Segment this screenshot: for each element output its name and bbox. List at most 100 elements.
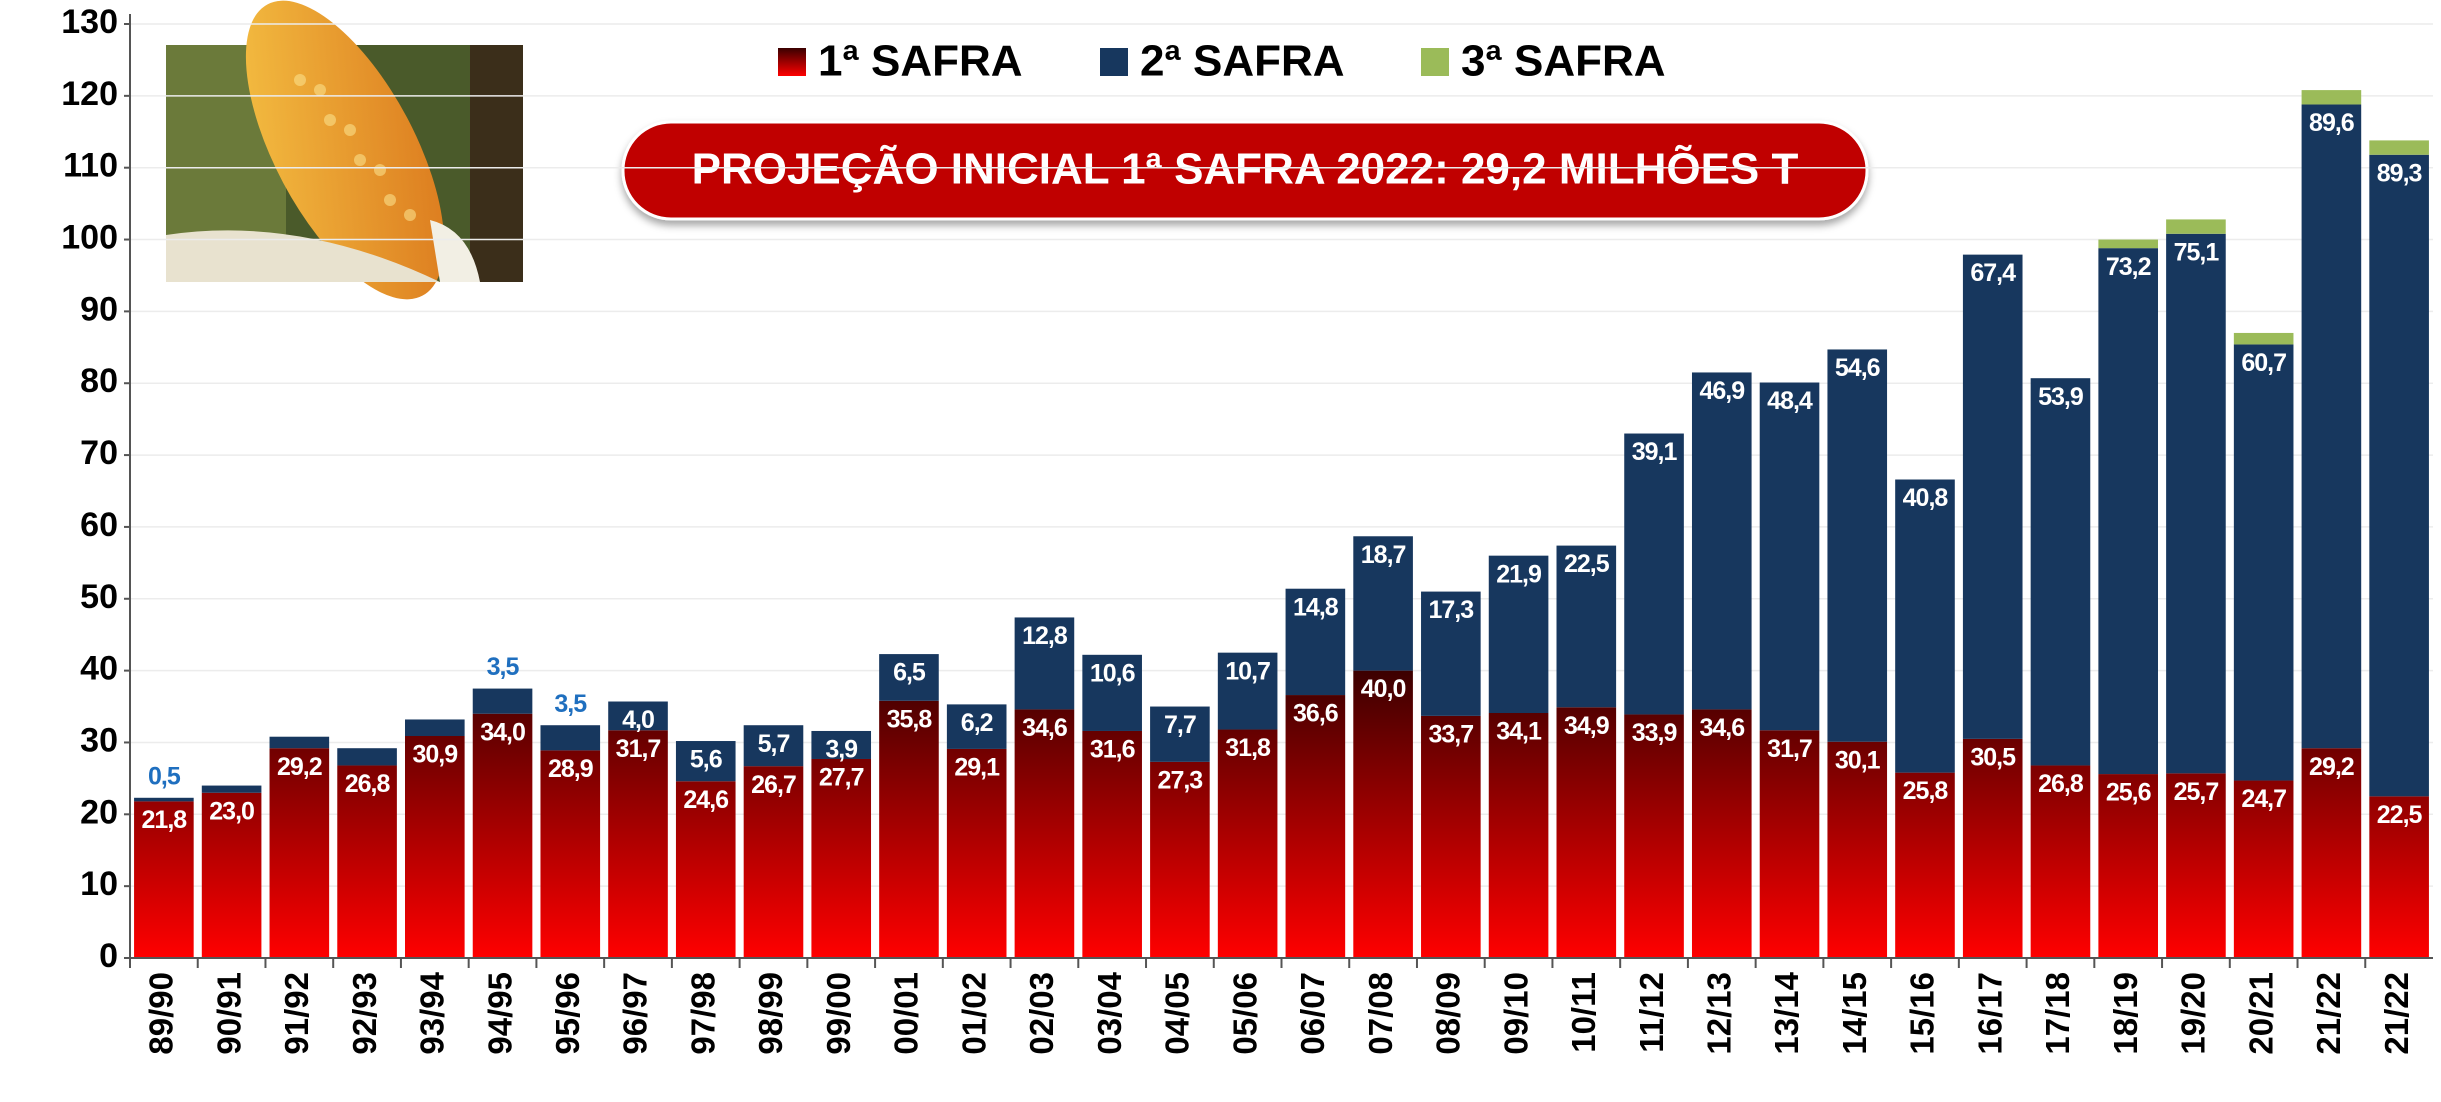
x-tick-label: 93/94 <box>414 971 451 1054</box>
bar-segment <box>1421 715 1481 958</box>
bar-segment <box>2301 748 2362 958</box>
value-label: 30,9 <box>412 741 457 769</box>
value-label: 26,8 <box>345 770 391 798</box>
bar-segment <box>472 713 533 958</box>
y-tick-label: 130 <box>61 3 118 41</box>
x-tick-label: 08/09 <box>1430 972 1467 1055</box>
value-label: 12,8 <box>1022 622 1068 650</box>
bar-segment <box>134 801 194 958</box>
bar-segment <box>1827 741 1888 958</box>
annotation: PROJEÇÃO INICIAL 1ª SAFRA 2022: 29,2 MIL… <box>692 144 1799 194</box>
y-tick-label: 100 <box>61 219 118 257</box>
bar-segment <box>1285 695 1346 958</box>
value-label: 73,2 <box>2106 253 2151 281</box>
bar-segment <box>1556 545 1617 708</box>
value-label: 21,9 <box>1496 560 1541 588</box>
x-tick-label: 16/17 <box>1971 972 2008 1055</box>
y-tick-label: 50 <box>80 578 118 616</box>
bar-segment <box>1759 382 1820 731</box>
value-label: 25,7 <box>2174 778 2219 806</box>
bar-segment <box>1082 730 1142 958</box>
bar-segment <box>540 750 601 958</box>
bar-segment <box>2166 233 2226 774</box>
value-label: 36,6 <box>1293 700 1338 728</box>
value-label: 3,5 <box>487 653 520 681</box>
x-tick-label: 04/05 <box>1159 972 1196 1055</box>
x-tick-label: 92/93 <box>346 972 383 1055</box>
x-tick-label: 90/91 <box>210 972 247 1055</box>
x-tick-label: 02/03 <box>1023 972 1060 1055</box>
value-label: 34,6 <box>1022 714 1067 742</box>
y-tick-label: 110 <box>63 147 118 185</box>
value-label: 60,7 <box>2241 349 2286 377</box>
value-label: 27,3 <box>1158 766 1203 794</box>
bar-segment <box>1353 670 1413 958</box>
x-tick-label: 96/97 <box>617 972 654 1055</box>
y-tick-label: 30 <box>80 721 118 759</box>
y-tick-label: 40 <box>80 650 118 688</box>
value-label: 30,1 <box>1835 746 1881 774</box>
bar-segment <box>1759 730 1820 958</box>
value-label: 3,5 <box>554 690 587 718</box>
value-label: 54,6 <box>1835 354 1880 382</box>
x-tick-label: 98/99 <box>752 972 789 1055</box>
bar-segment <box>811 758 872 958</box>
x-tick-label: 21/22 <box>2310 972 2347 1055</box>
x-tick-label: 14/15 <box>1836 972 1873 1055</box>
value-label: 34,9 <box>1564 712 1609 740</box>
bar-segment <box>879 700 939 958</box>
bar-segment <box>675 741 736 782</box>
bar-segment <box>1624 433 1684 715</box>
bar-segment <box>1691 709 1752 958</box>
x-tick-label: 00/01 <box>888 972 925 1055</box>
bar-segment <box>134 797 194 802</box>
value-label: 29,1 <box>954 754 1000 782</box>
x-tick-label: 17/18 <box>2039 972 2076 1055</box>
value-label: 30,5 <box>1970 743 2016 771</box>
bar-segment <box>1827 349 1888 742</box>
x-tick-label: 12/13 <box>1700 972 1737 1055</box>
bar-segment <box>269 748 330 958</box>
legend-label: 2ª SAFRA <box>1140 37 1345 86</box>
bar-segment <box>2098 239 2158 249</box>
value-label: 29,2 <box>277 753 322 781</box>
value-label: 40,0 <box>1361 675 1406 703</box>
bar-segment <box>1217 729 1278 958</box>
bar-segment <box>2369 140 2429 155</box>
bar-segment <box>608 701 668 731</box>
value-label: 89,3 <box>2377 159 2422 187</box>
value-label: 39,1 <box>1632 438 1678 466</box>
value-label: 27,7 <box>819 764 864 792</box>
legend-swatch <box>1100 48 1128 76</box>
x-tick-label: 03/04 <box>1091 971 1128 1054</box>
value-label: 22,5 <box>1564 550 1610 578</box>
bar-segment <box>1962 738 2023 958</box>
x-tick-label: 01/02 <box>955 972 992 1055</box>
bar-segment <box>2233 332 2294 345</box>
value-label: 40,8 <box>1903 484 1949 512</box>
bar-segment <box>2233 780 2294 958</box>
bar-segment <box>2030 378 2091 766</box>
value-label: 26,8 <box>2038 770 2084 798</box>
bar-segment <box>608 730 668 958</box>
x-tick-label: 10/11 <box>1565 972 1602 1053</box>
bar-segment <box>2369 796 2429 958</box>
bar-segment <box>2369 154 2429 797</box>
value-label: 34,6 <box>1699 714 1744 742</box>
value-label: 31,8 <box>1225 734 1271 762</box>
bar-segment <box>1488 555 1549 714</box>
legend-label: 3ª SAFRA <box>1461 37 1666 86</box>
x-tick-label: 07/08 <box>1362 972 1399 1055</box>
bar-segment <box>2166 773 2226 958</box>
bar-segment <box>946 748 1007 958</box>
y-tick-label: 90 <box>80 290 118 328</box>
bar-segment <box>1353 536 1413 671</box>
bar-segment <box>337 748 397 766</box>
bar-segment <box>1556 707 1617 958</box>
value-label: 75,1 <box>2174 238 2220 266</box>
bar-segment <box>1691 372 1752 710</box>
bar-segment <box>811 730 872 759</box>
bar-segment <box>1285 588 1346 696</box>
bar-segment <box>2098 774 2158 958</box>
